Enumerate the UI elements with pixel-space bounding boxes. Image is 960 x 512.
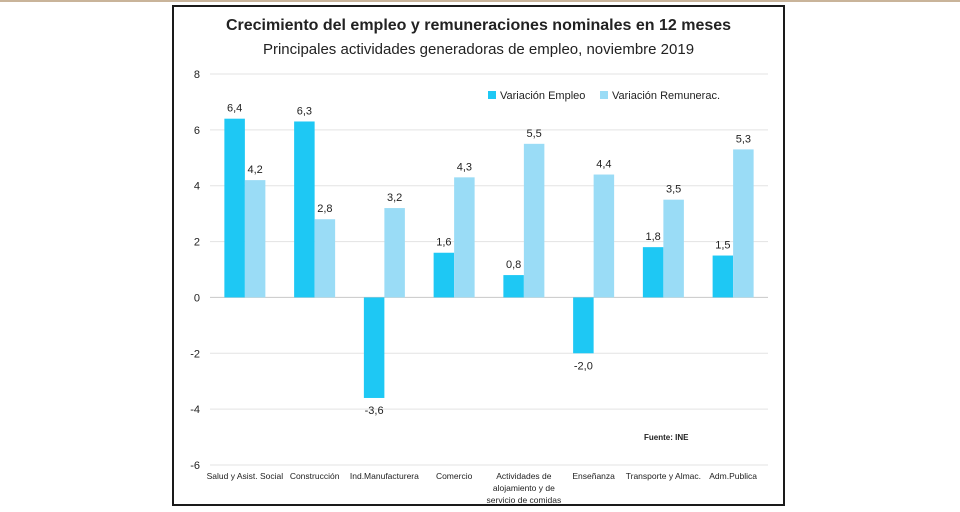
- top-rule: [0, 0, 960, 2]
- data-label: -3,6: [365, 405, 384, 417]
- data-label: 4,4: [596, 159, 611, 171]
- x-tick-label: servicio de comidas: [487, 495, 562, 504]
- x-tick-label: alojamiento y de: [493, 483, 555, 493]
- data-label: 1,6: [436, 237, 451, 249]
- source-note: Fuente: INE: [644, 433, 689, 442]
- x-tick-label: Actividades de: [496, 471, 552, 481]
- x-tick-label: Enseñanza: [572, 471, 615, 481]
- bar: [433, 252, 455, 298]
- y-tick-label: 4: [194, 181, 200, 193]
- data-label: 0,8: [506, 259, 521, 271]
- data-label: 4,3: [457, 161, 472, 173]
- legend-label: Variación Empleo: [500, 90, 585, 102]
- bar: [593, 174, 615, 298]
- data-label: 3,2: [387, 192, 402, 204]
- data-label: 4,2: [247, 164, 262, 176]
- chart-subtitle: Principales actividades generadoras de e…: [262, 41, 695, 58]
- bar: [294, 121, 315, 298]
- bar: [454, 177, 475, 298]
- bar: [733, 149, 754, 298]
- legend-label: Variación Remunerac.: [612, 90, 720, 102]
- x-tick-label: Comercio: [436, 471, 473, 481]
- data-label: 5,5: [526, 128, 541, 140]
- data-label: 2,8: [317, 203, 332, 215]
- bar: [384, 208, 405, 298]
- bar: [573, 297, 594, 354]
- bar: [712, 255, 734, 298]
- y-tick-label: -6: [190, 460, 200, 472]
- data-label: 6,3: [297, 105, 312, 117]
- bar: [363, 297, 385, 398]
- bar: [224, 118, 245, 298]
- data-label: 1,8: [645, 231, 660, 243]
- bar: [503, 275, 524, 298]
- data-label: 1,5: [715, 240, 730, 252]
- data-label: 3,5: [666, 184, 681, 196]
- y-tick-label: 2: [194, 237, 200, 249]
- x-tick-label: Construcción: [290, 471, 340, 481]
- legend-swatch: [488, 91, 496, 99]
- y-tick-label: -2: [190, 348, 200, 360]
- y-tick-label: -4: [190, 404, 200, 416]
- x-tick-label: Adm.Publica: [709, 471, 757, 481]
- chart-plot: 8 6 4 2 0 -2 -4 -6 6,4 6,3 -3,6 1,6 0,8 -2,0 1,8 1,5 4,2…: [190, 69, 768, 504]
- bar: [642, 247, 664, 298]
- chart-title: Crecimiento del empleo y remuneraciones …: [225, 17, 732, 34]
- y-tick-label: 6: [194, 125, 200, 137]
- bar: [663, 199, 684, 298]
- data-label: 6,4: [227, 103, 242, 115]
- data-label: 5,3: [736, 133, 751, 145]
- legend-swatch: [600, 91, 608, 99]
- x-tick-label: Ind.Manufacturera: [350, 471, 419, 481]
- x-tick-label: Salud y Asist. Social: [207, 471, 284, 481]
- bar: [244, 180, 266, 298]
- y-tick-label: 8: [194, 69, 200, 81]
- chart-frame: Crecimiento del empleo y remuneraciones …: [172, 5, 785, 506]
- bar: [314, 219, 336, 298]
- data-label: -2,0: [574, 360, 593, 372]
- x-tick-label: Transporte y Almac.: [626, 471, 701, 481]
- bar: [523, 143, 545, 298]
- y-tick-label: 0: [194, 292, 200, 304]
